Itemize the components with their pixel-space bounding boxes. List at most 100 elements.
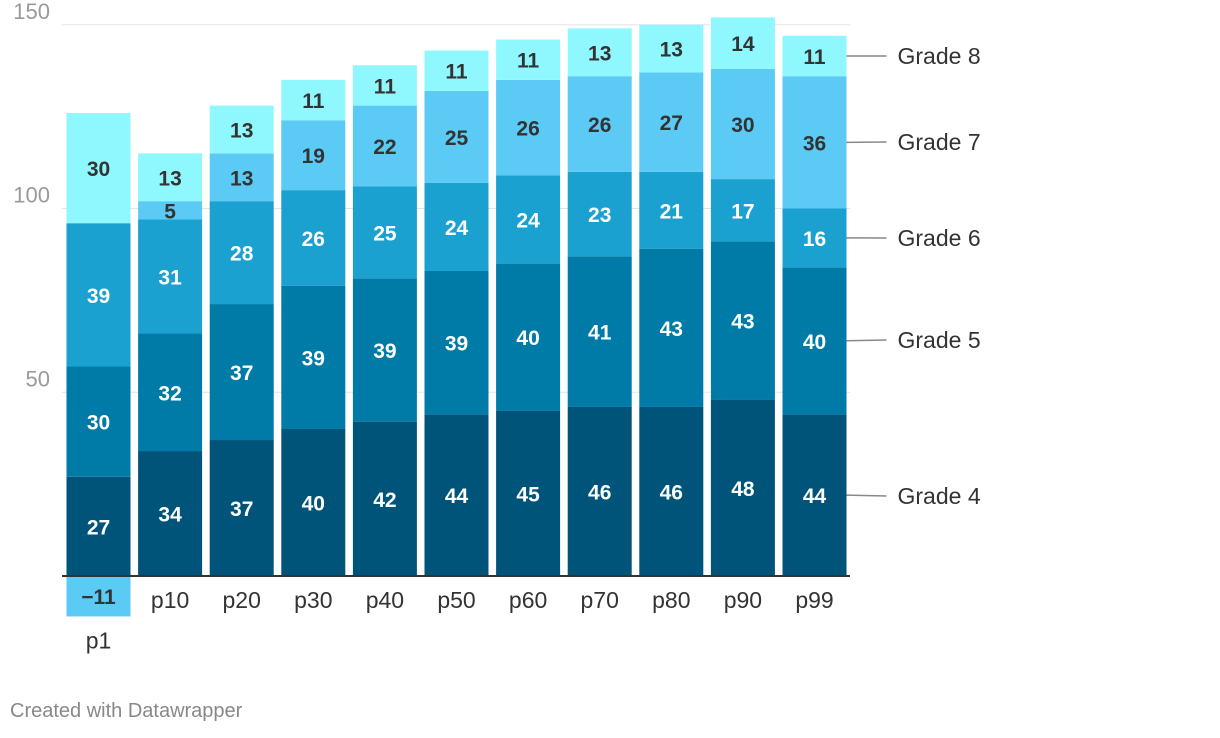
value-label: 24	[516, 210, 540, 233]
category-label-p99: p99	[795, 587, 833, 613]
value-label: 31	[158, 266, 182, 289]
bar-segment-grade-4-p80	[639, 406, 704, 576]
bar-segment-grade-4-p60	[496, 410, 561, 576]
bar-segment-grade-8-p80	[639, 24, 704, 73]
bar-segment-grade-7-p90	[710, 68, 775, 180]
bar-segment-grade-8-p99	[782, 35, 847, 77]
bar-segment-grade-4-p30	[281, 429, 346, 576]
bar-segment-grade-5-p20	[209, 304, 274, 441]
bar-segment-grade-5-p60	[496, 263, 561, 411]
value-label: 19	[302, 145, 325, 168]
legend-connector	[846, 339, 887, 342]
bar-segment-grade-7-p70	[567, 76, 632, 172]
bar-segment-grade-4-p40	[352, 421, 417, 576]
value-label: 39	[87, 285, 110, 308]
bar-segment-grade-7-p20	[209, 153, 274, 202]
bar-segment-grade-5-p40	[352, 278, 417, 422]
legend-label-grade-4: Grade 4	[898, 483, 981, 509]
bar-segment-grade-6-p80	[639, 171, 704, 249]
bar-segment-grade-7-p50	[424, 90, 489, 183]
value-label: 39	[445, 333, 468, 356]
category-label-p70: p70	[581, 587, 619, 613]
bar-segment-grade-4-p1	[66, 476, 131, 576]
y-tick-label: 50	[26, 366, 50, 391]
value-label: 11	[803, 46, 826, 69]
value-label: 26	[588, 114, 611, 137]
bar-segment-grade-6-p40	[352, 186, 417, 279]
value-label: 48	[731, 478, 755, 501]
bar-segment-grade-8-p40	[352, 65, 417, 106]
value-label: 26	[302, 228, 325, 251]
bar-segment-grade-7-p80	[639, 72, 704, 172]
bar-segment-grade-8-p70	[567, 28, 632, 77]
bar-segment-grade-5-p30	[281, 285, 346, 429]
bar-segment-grade-8-p60	[496, 39, 561, 80]
bar-segment-grade-8-p1	[66, 112, 131, 224]
value-label: 11	[374, 75, 397, 98]
bar-segment-grade-5-p50	[424, 270, 489, 415]
bar-segment-grade-7-p10	[138, 201, 203, 220]
value-label: 21	[660, 200, 684, 223]
value-label: 30	[731, 114, 754, 137]
bar-segment-grade-5-p99	[782, 267, 847, 415]
value-label: 46	[660, 481, 683, 504]
category-label-p10: p10	[151, 587, 189, 613]
bar-segment-grade-6-p60	[496, 175, 561, 264]
value-label: 11	[517, 50, 540, 73]
value-label: 30	[87, 412, 110, 435]
bar-segment-grade-4-p99	[782, 414, 847, 576]
category-label-p80: p80	[652, 587, 690, 613]
category-label-p60: p60	[509, 587, 547, 613]
category-label-p30: p30	[294, 587, 332, 613]
value-label: 30	[87, 158, 110, 181]
value-label: 26	[516, 118, 539, 141]
category-label-p90: p90	[724, 587, 762, 613]
value-label: 37	[230, 498, 253, 521]
value-label: 13	[588, 42, 611, 65]
value-label: −11	[81, 586, 116, 609]
value-label: 13	[230, 167, 253, 190]
legend-label-grade-5: Grade 5	[898, 327, 981, 353]
bar-segment-grade-6-p10	[138, 219, 203, 334]
value-label: 39	[302, 347, 325, 370]
value-label: 27	[87, 516, 110, 539]
value-label: 25	[445, 127, 469, 150]
bar-segment-grade-4-p10	[138, 451, 203, 576]
legend-label-grade-6: Grade 6	[898, 225, 981, 251]
value-label: 39	[373, 340, 396, 363]
bar-segment-grade-8-p30	[281, 79, 346, 121]
value-label: 45	[516, 483, 540, 506]
bar-segment-grade-5-p1	[66, 366, 131, 477]
bar-segment-grade-6-p50	[424, 182, 489, 271]
bar-segment-grade-6-p20	[209, 201, 274, 305]
value-label: 11	[445, 61, 468, 84]
bar-segments	[66, 17, 847, 617]
bar-segment-grade-5-p70	[567, 256, 632, 407]
bar-segment-grade-8-p90	[710, 17, 775, 69]
bar-segment-grade-6-p90	[710, 179, 775, 242]
bar-segment-grade-5-p10	[138, 333, 203, 452]
category-label-p50: p50	[437, 587, 475, 613]
category-labels: p1 p10 p20 p30 p40 p50 p60 p70 p80 p90 p99	[86, 587, 834, 653]
legend-label-grade-8: Grade 8	[898, 43, 981, 69]
category-label-p20: p20	[223, 587, 261, 613]
value-label: 40	[302, 493, 325, 516]
bar-segment-grade-8-p20	[209, 105, 274, 154]
value-label: 13	[230, 119, 253, 142]
value-label: 25	[373, 222, 397, 245]
value-label: 44	[803, 485, 827, 508]
bar-segment-grade-7-p40	[352, 105, 417, 187]
bar-segment-grade-5-p90	[710, 241, 775, 400]
y-tick-label: 150	[13, 0, 50, 24]
value-label: 11	[302, 90, 325, 113]
value-label: 13	[660, 39, 683, 62]
value-label: 40	[516, 327, 539, 350]
value-label: 42	[373, 489, 396, 512]
value-label: 23	[588, 204, 611, 227]
value-label: 43	[731, 311, 754, 334]
value-label: 28	[230, 243, 254, 266]
bar-segment-grade-5-p80	[639, 248, 704, 407]
bar-segment-grade-7-p1	[66, 576, 131, 617]
bar-segment-grade-7-p30	[281, 120, 346, 191]
